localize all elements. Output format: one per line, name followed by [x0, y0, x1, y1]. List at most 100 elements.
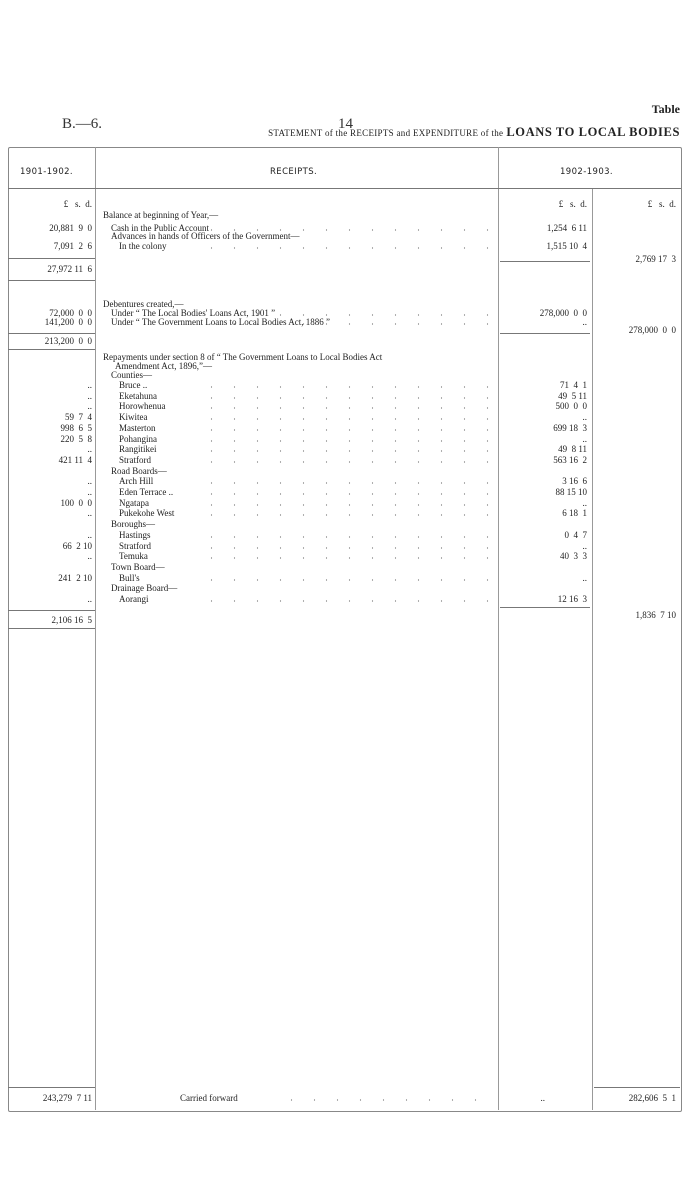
- amount-1902-1903: ..: [582, 317, 588, 327]
- title-prefix: STATEMENT of the RECEIPTS and EXPENDITUR…: [268, 128, 504, 138]
- dot-leader: [200, 427, 495, 431]
- dot-leader: [200, 395, 495, 399]
- repayments-subtotal-1901: 2,106 16 5: [51, 615, 93, 625]
- column-divider: [498, 147, 499, 1110]
- row-description: Eketahuna: [119, 391, 157, 401]
- dot-leader: [200, 245, 495, 249]
- amount-1901-1902: ..: [87, 508, 93, 518]
- amount-1902-1903: 6 18 1: [562, 508, 587, 518]
- dot-leader: [200, 534, 495, 538]
- amount-1902-1903: ..: [582, 573, 588, 583]
- row-description: Stratford: [119, 541, 151, 551]
- amount-1901-1902: 998 6 5: [60, 423, 93, 433]
- amount-1901-1902: ..: [87, 594, 93, 604]
- amount-1902-1903: 49 5 11: [558, 391, 587, 401]
- dot-leader: [200, 459, 495, 463]
- amount-1902-1903: 0 4 7: [564, 530, 588, 540]
- dot-leader: [200, 321, 495, 325]
- amount-1901-1902: 72,000 0 0: [49, 308, 92, 318]
- dot-leader: [200, 491, 495, 495]
- dot-leader: [200, 384, 495, 388]
- subtotal-rule: [8, 349, 95, 350]
- header-rule: [8, 188, 681, 189]
- total-rule: [594, 1087, 680, 1088]
- dot-leader: [200, 502, 495, 506]
- column-header-receipts: RECEIPTS.: [270, 167, 318, 177]
- amount-1901-1902: 220 5 8: [60, 434, 93, 444]
- debentures-subtotal-1902: 278,000 0 0: [628, 325, 676, 335]
- row-description: Kiwitea: [119, 412, 148, 422]
- amount-1901-1902: ..: [87, 380, 93, 390]
- row-description: Aorangi: [119, 594, 149, 604]
- amount-1902-1903: 49 8 11: [558, 444, 587, 454]
- amount-1901-1902: 100 0 0: [60, 498, 93, 508]
- amount-1902-1903: ..: [582, 541, 588, 551]
- amount-1901-1902: 59 7 4: [65, 412, 92, 422]
- row-description: Horowhenua: [119, 401, 166, 411]
- amount-1902-1903: ..: [582, 412, 588, 422]
- amount-1902-1903: 88 15 10: [555, 487, 588, 497]
- row-description: Counties—: [111, 370, 153, 380]
- amount-1901-1902: 241 2 10: [58, 573, 92, 583]
- row-description: Temuka: [119, 551, 148, 561]
- row-description: Town Board—: [111, 562, 165, 572]
- dot-leader: [200, 312, 495, 316]
- amount-1902-1903: 563 16 2: [553, 455, 587, 465]
- row-description: Pukekohe West: [119, 508, 175, 518]
- balance-subtotal-1901: 27,972 11 6: [47, 264, 92, 274]
- dot-leader: [200, 480, 495, 484]
- carried-forward-1902: 282,606 5 1: [628, 1093, 676, 1103]
- row-description: Hastings: [119, 530, 151, 540]
- row-description: Repayments under section 8 of “ The Gove…: [103, 352, 383, 362]
- row-description: Debentures created,—: [103, 299, 184, 309]
- row-description: Road Boards—: [111, 466, 167, 476]
- amount-1902-1903: ..: [582, 498, 588, 508]
- subtotal-rule: [8, 610, 95, 611]
- dot-leader: [200, 227, 495, 231]
- repayments-subtotal-1902: 1,836 7 10: [635, 610, 677, 620]
- carried-forward-c3: ..: [540, 1093, 546, 1103]
- row-description: Advances in hands of Officers of the Gov…: [111, 231, 300, 241]
- subtotal-rule: [8, 280, 95, 281]
- row-description: Ngatapa: [119, 498, 149, 508]
- amount-1901-1902: 141,200 0 0: [44, 317, 92, 327]
- amount-1902-1903: 278,000 0 0: [539, 308, 587, 318]
- row-description: Cash in the Public Account: [111, 223, 209, 233]
- column-divider: [95, 147, 96, 1110]
- amount-1901-1902: ..: [87, 530, 93, 540]
- statement-table: [8, 147, 682, 1112]
- amount-1901-1902: ..: [87, 444, 93, 454]
- column-divider: [592, 188, 593, 1110]
- page-number: 14: [338, 116, 353, 132]
- currency-header-left: £ s. d.: [63, 199, 92, 209]
- title-main: LOANS TO LOCAL BODIES: [506, 125, 680, 139]
- document-reference: B.—6.: [62, 116, 103, 132]
- dot-leader: [200, 448, 495, 452]
- currency-header-c3: £ s. d.: [558, 199, 587, 209]
- dot-leader: [280, 1097, 495, 1101]
- subtotal-rule: [8, 628, 95, 629]
- row-description: Pohangina: [119, 434, 157, 444]
- dot-leader: [200, 577, 495, 581]
- column-header-1901-1902: 1901-1902.: [20, 167, 74, 177]
- amount-1901-1902: ..: [87, 401, 93, 411]
- dot-leader: [200, 545, 495, 549]
- amount-1901-1902: ..: [87, 476, 93, 486]
- subtotal-rule: [8, 333, 95, 334]
- balance-subtotal-1902: 2,769 17 3: [635, 254, 677, 264]
- amount-1901-1902: 66 2 10: [62, 541, 92, 551]
- dot-leader: [200, 405, 495, 409]
- statement-title: STATEMENT of the RECEIPTS and EXPENDITUR…: [268, 125, 680, 140]
- row-description: Stratford: [119, 455, 151, 465]
- amount-1901-1902: 421 11 4: [58, 455, 92, 465]
- amount-1902-1903: 500 0 0: [555, 401, 588, 411]
- column-header-1902-1903: 1902-1903.: [560, 167, 614, 177]
- carried-forward-1901: 243,279 7 11: [42, 1093, 92, 1103]
- amount-1902-1903: ..: [582, 434, 588, 444]
- amount-1902-1903: 1,254 6 11: [546, 223, 587, 233]
- amount-1902-1903: 40 3 3: [560, 551, 587, 561]
- dot-leader: [200, 598, 495, 602]
- row-description: Drainage Board—: [111, 583, 178, 593]
- amount-1902-1903: 12 16 3: [557, 594, 587, 604]
- dot-leader: [200, 416, 495, 420]
